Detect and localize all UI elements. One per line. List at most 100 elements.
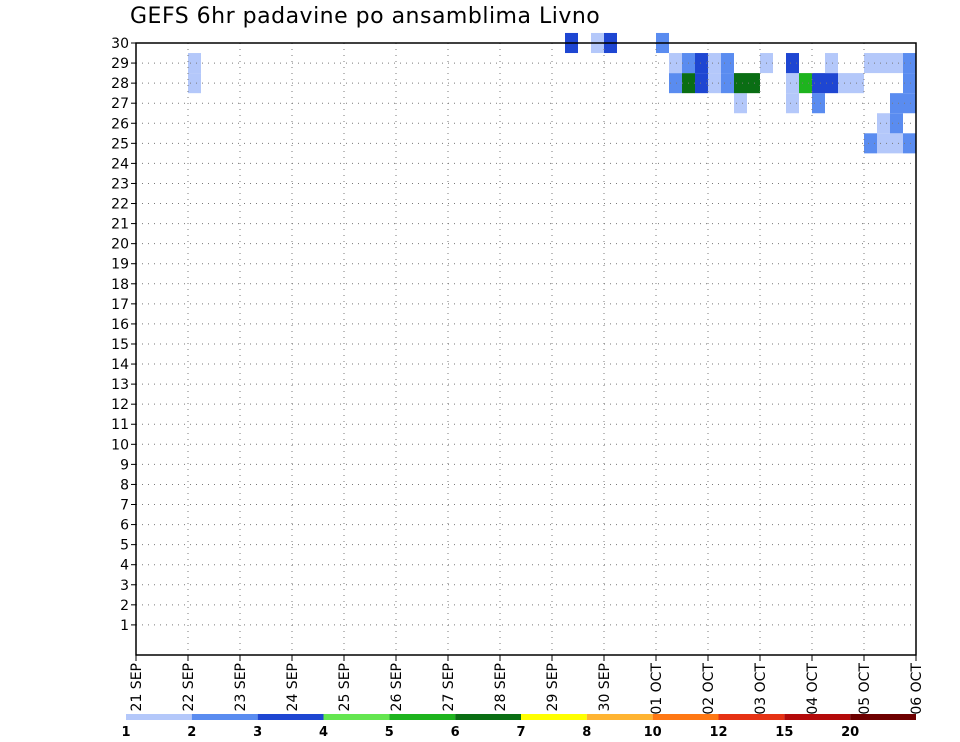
y-tick-label: 15 <box>111 337 129 353</box>
y-tick-label: 22 <box>111 197 129 213</box>
legend-swatch <box>718 714 785 720</box>
precip-cell <box>786 73 799 94</box>
x-tick-label: 05 OCT <box>857 663 873 715</box>
y-tick-label: 2 <box>120 598 129 614</box>
y-tick-label: 7 <box>120 498 129 514</box>
precip-cell <box>877 113 890 134</box>
y-tick-label: 6 <box>120 518 129 534</box>
y-tick-label: 4 <box>120 558 129 574</box>
y-tick-label: 10 <box>111 437 129 453</box>
y-tick-label: 28 <box>111 76 129 92</box>
y-tick-label: 14 <box>111 357 129 373</box>
y-tick-label: 25 <box>111 136 129 152</box>
grid-layer <box>136 42 916 655</box>
precip-cell <box>864 133 877 154</box>
x-tick-label: 22 SEP <box>181 663 197 711</box>
y-axis-labels: 1234567891011121314151617181920212223242… <box>111 36 136 634</box>
x-tick-label: 03 OCT <box>753 663 769 715</box>
y-tick-label: 24 <box>111 156 129 172</box>
y-tick-label: 30 <box>111 36 129 52</box>
legend-label: 8 <box>582 725 591 740</box>
legend-swatch <box>126 714 192 720</box>
legend-label: 7 <box>516 725 525 740</box>
precip-cell <box>695 53 708 74</box>
plot-frame <box>135 42 917 656</box>
legend-swatch <box>389 714 456 720</box>
y-tick-label: 16 <box>111 317 129 333</box>
precip-cell <box>747 73 760 94</box>
x-axis-labels: 21 SEP 22 SEP 23 SEP 24 SEP 25 SEP 26 SEP 27 S… <box>129 655 925 715</box>
y-tick-label: 1 <box>120 618 129 634</box>
legend-label: 20 <box>841 725 859 740</box>
precip-cell <box>721 73 734 94</box>
y-tick-label: 29 <box>111 56 129 72</box>
precip-cell <box>890 53 903 74</box>
y-tick-label: 26 <box>111 116 129 132</box>
precip-cell <box>669 53 682 74</box>
legend-label: 15 <box>775 725 793 740</box>
precip-cell <box>812 93 825 114</box>
precip-cell <box>903 133 916 154</box>
precip-cell <box>669 73 682 94</box>
precip-cell <box>890 93 903 114</box>
y-tick-label: 19 <box>111 257 129 273</box>
cells-layer <box>188 32 916 154</box>
legend-swatch <box>521 714 587 720</box>
precip-cell <box>825 73 838 94</box>
x-tick-label: 04 OCT <box>805 663 821 715</box>
legend-swatch <box>323 714 390 720</box>
precip-cell <box>890 113 903 134</box>
color-legend: 1 2 3 4 5 6 7 8 10 12 15 20 <box>121 714 916 740</box>
legend-label: 10 <box>644 725 662 740</box>
y-tick-label: 20 <box>111 237 129 253</box>
y-tick-label: 21 <box>111 217 129 233</box>
precip-cell <box>799 73 812 94</box>
precip-cell <box>864 53 877 74</box>
precip-cell <box>851 73 864 94</box>
precip-cell <box>903 73 916 94</box>
x-tick-label: 27 SEP <box>441 663 457 711</box>
legend-label: 6 <box>451 725 460 740</box>
y-tick-label: 9 <box>120 457 129 473</box>
precip-cell <box>786 53 799 74</box>
y-tick-label: 23 <box>111 176 129 192</box>
y-tick-label: 13 <box>111 377 129 393</box>
legend-label: 1 <box>121 725 130 740</box>
x-tick-label: 30 SEP <box>597 663 613 711</box>
precip-cell <box>695 73 708 94</box>
precip-cell <box>877 133 890 154</box>
chart-title: GEFS 6hr padavine po ansamblima Livno <box>130 4 601 29</box>
legend-swatch <box>455 714 521 720</box>
legend-swatch <box>784 714 851 720</box>
legend-label: 12 <box>709 725 727 740</box>
x-tick-label: 26 SEP <box>389 663 405 711</box>
precip-cell <box>734 93 747 114</box>
precip-cell <box>708 73 721 94</box>
precip-cell <box>786 93 799 114</box>
precip-cell <box>708 53 721 74</box>
x-tick-label: 24 SEP <box>285 663 301 711</box>
precip-cell <box>903 93 916 114</box>
x-tick-label: 23 SEP <box>233 663 249 711</box>
y-tick-label: 18 <box>111 277 129 293</box>
y-tick-label: 27 <box>111 96 129 112</box>
y-tick-label: 11 <box>111 417 129 433</box>
legend-swatch <box>586 714 653 720</box>
legend-swatch <box>257 714 324 720</box>
x-tick-label: 06 OCT <box>909 663 925 715</box>
y-tick-label: 5 <box>120 538 129 554</box>
precip-cell <box>890 133 903 154</box>
precip-cell <box>721 53 734 74</box>
legend-swatch <box>850 714 916 720</box>
legend-swatch <box>652 714 719 720</box>
x-tick-label: 28 SEP <box>493 663 509 711</box>
x-tick-label: 21 SEP <box>129 663 145 711</box>
precip-cell <box>877 53 890 74</box>
precip-cell <box>188 73 201 94</box>
legend-label: 5 <box>385 725 394 740</box>
legend-label: 4 <box>319 725 328 740</box>
precip-cell <box>734 73 747 94</box>
precip-cell <box>188 53 201 74</box>
y-tick-label: 3 <box>120 578 129 594</box>
legend-swatch <box>191 714 258 720</box>
